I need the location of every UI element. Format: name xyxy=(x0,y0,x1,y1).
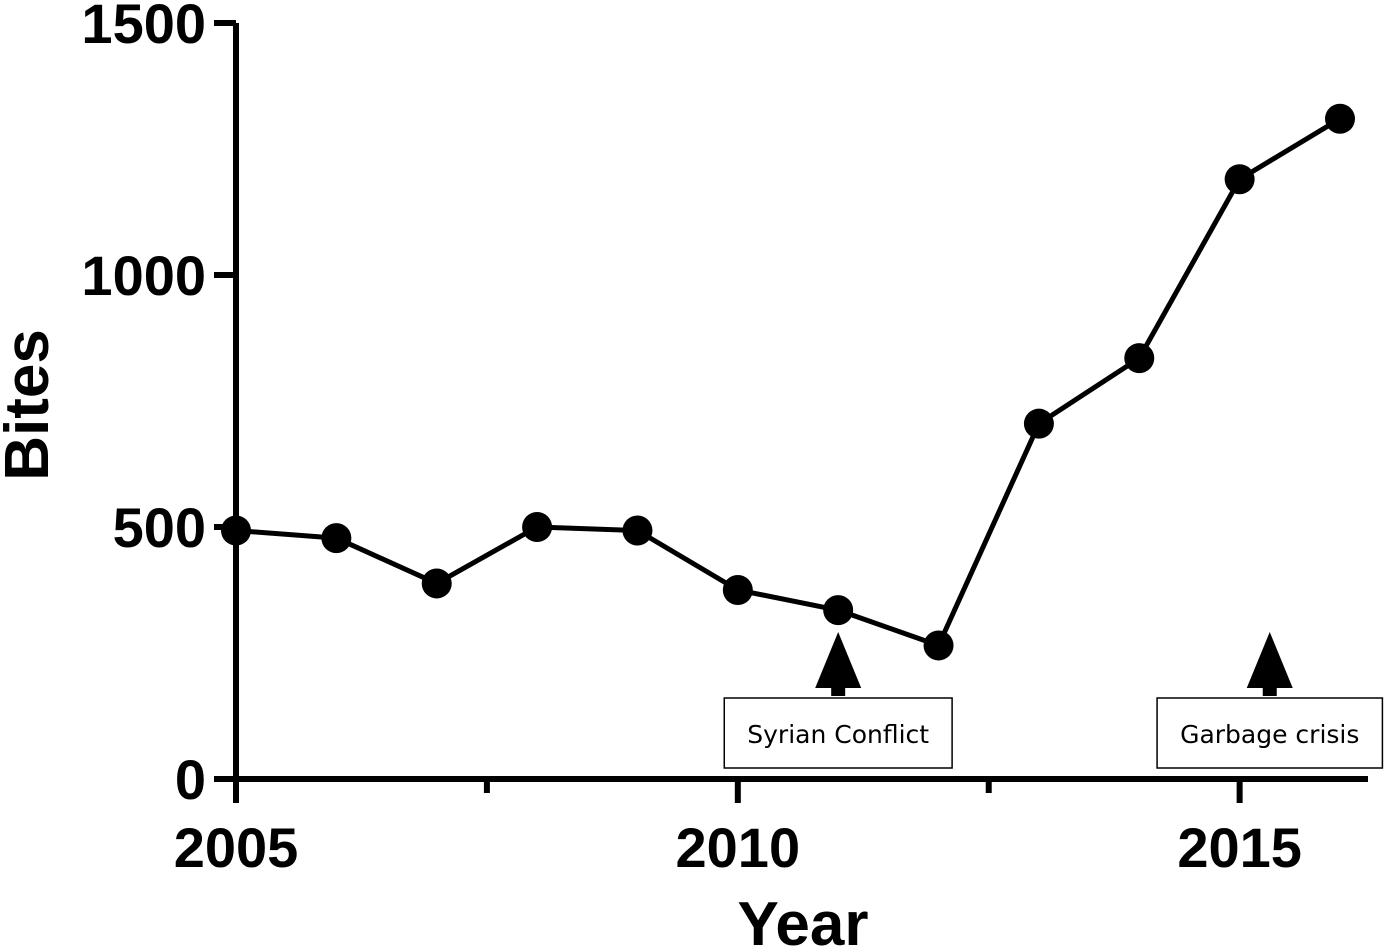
annotation-box xyxy=(723,697,953,769)
annotation-text: Syrian Conflict xyxy=(747,720,929,749)
annotation-arrow-head xyxy=(1246,632,1293,688)
annotation-arrow-stem xyxy=(831,682,846,696)
data-point xyxy=(221,515,251,546)
annotation-label: Garbage crisis xyxy=(1156,697,1384,769)
axes-layer: 0 500 1000 1500 2005 2010 2015 xyxy=(81,0,1368,879)
x-tick-label: 2015 xyxy=(1177,816,1302,879)
y-tick-label: 500 xyxy=(113,496,206,559)
x-tick-label: 2005 xyxy=(174,816,299,879)
y-tick-label: 1000 xyxy=(81,244,206,307)
annotation-arrow-head xyxy=(815,632,862,688)
data-point xyxy=(823,595,854,626)
data-point xyxy=(1023,408,1054,439)
data-point xyxy=(923,630,954,661)
data-point xyxy=(321,523,352,554)
x-axis-title: Year xyxy=(737,890,868,952)
data-point xyxy=(1124,343,1155,374)
y-tick-label: 1500 xyxy=(81,0,206,55)
annotation-label: Syrian Conflict xyxy=(723,697,953,769)
data-point xyxy=(1325,103,1355,134)
data-point xyxy=(622,515,653,546)
y-axis-title: Bites xyxy=(0,329,62,481)
series-layer xyxy=(221,103,1355,661)
series-line xyxy=(235,116,1342,648)
data-point xyxy=(722,575,753,605)
data-point xyxy=(522,512,553,542)
annotation-box xyxy=(1156,697,1384,769)
annotations-layer: Syrian Conflict Garbage crisis xyxy=(723,632,1384,769)
data-point xyxy=(421,568,452,599)
data-point xyxy=(1224,164,1255,195)
y-tick-label: 0 xyxy=(175,748,206,811)
x-tick-label: 2010 xyxy=(676,816,801,879)
annotation-text: Garbage crisis xyxy=(1180,720,1359,749)
annotation-arrow-stem xyxy=(1262,682,1277,696)
